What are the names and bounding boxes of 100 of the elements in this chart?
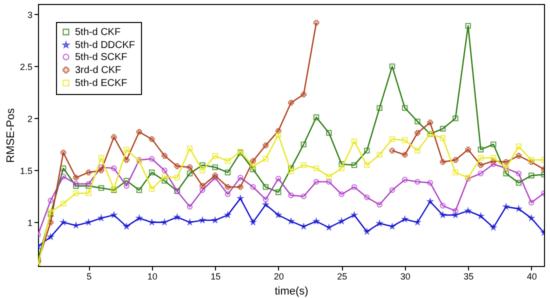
point [200,162,206,168]
y-tick-label: 2.5 [20,62,32,72]
point [48,198,54,204]
point [186,204,193,210]
point [402,137,408,144]
x-tick-label: 35 [464,272,474,282]
point [427,180,434,186]
point [148,170,155,176]
point [60,200,66,207]
y-axis-title: RMSE-Pos [4,108,17,163]
point [351,162,358,168]
point [73,174,79,181]
point [402,176,408,183]
point [452,115,458,122]
point [338,191,344,198]
legend-label: 5th-d SCKF [75,52,128,63]
legend-label: 5th-d ECKF [75,78,128,89]
point [288,192,294,198]
point [300,141,307,148]
point [162,174,168,180]
point [490,154,496,161]
point [162,167,168,174]
point [528,172,534,178]
point [376,152,382,158]
point [275,176,282,182]
point [275,189,282,196]
point [452,157,458,163]
point [124,183,130,189]
point [224,191,231,198]
point [364,148,370,154]
point [351,138,358,144]
point [300,193,307,200]
point [478,146,484,152]
point [124,178,130,184]
point [275,132,282,138]
legend-label: 5th-d DDCKF [75,40,136,51]
point [516,170,522,176]
point [86,170,92,176]
point [238,174,244,181]
point [389,63,396,70]
legend-label: 3rd-d CKF [75,65,122,76]
point [440,159,446,165]
point [238,184,244,190]
point [86,190,92,196]
point [503,170,509,176]
point [288,165,294,172]
point [98,154,104,161]
point [288,168,294,174]
point [490,141,496,148]
point [440,135,446,142]
point [313,114,320,120]
point [212,174,218,181]
point [73,180,79,187]
point [478,154,484,161]
point [364,194,370,200]
point [440,126,446,132]
point [465,146,471,152]
x-tick-label: 40 [526,272,537,282]
point [111,165,117,172]
point [490,161,496,167]
point [376,202,382,208]
point [440,202,446,209]
point [250,158,256,164]
point [478,170,484,176]
legend-label: 5th-d CKF [75,27,121,38]
point [503,159,509,165]
point [212,164,218,170]
point [136,187,142,193]
point [174,174,180,181]
point [478,162,484,168]
point [250,163,256,170]
point [86,180,92,187]
point [389,136,396,142]
y-tick-label: 1.5 [20,166,32,176]
point [351,184,358,190]
y-tick-label: 1 [27,218,32,228]
point [402,105,408,111]
point [162,178,168,184]
point [200,187,206,193]
point [275,128,282,134]
point [174,163,180,170]
point [452,170,458,176]
point [224,170,231,176]
point [414,118,420,124]
point [516,144,522,150]
point [402,152,408,158]
point [200,183,206,189]
point [224,158,231,164]
point [162,152,168,159]
x-tick-label: 20 [274,272,284,282]
point [200,167,206,174]
point [516,180,522,186]
point [98,164,104,170]
point [60,165,66,172]
point [148,156,155,162]
point [376,105,382,111]
point [528,200,534,206]
point [148,136,155,142]
point [300,162,307,168]
point [414,130,420,136]
